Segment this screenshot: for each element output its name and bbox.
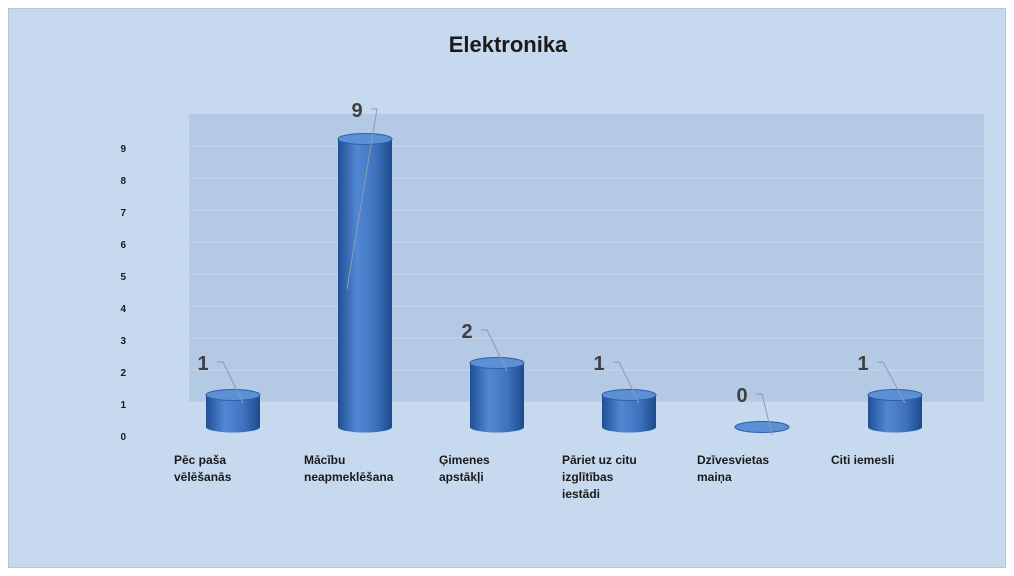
data-label: 1 (593, 353, 604, 375)
bar-top (469, 357, 525, 369)
bar-top (337, 133, 393, 145)
y-tick-label: 2 (120, 368, 126, 379)
bar-body (206, 395, 260, 433)
category-label-line: Mācību (304, 453, 345, 467)
chart-title: Elektronika (449, 32, 568, 57)
category-label-line: vēlēšanās (174, 470, 232, 484)
bar (469, 357, 525, 433)
y-tick-label: 3 (120, 336, 126, 347)
category-label: Dzīvesvietas maiņa (697, 453, 769, 484)
bar (337, 133, 393, 433)
data-labels: 1 9 2 1 0 1 (197, 100, 906, 436)
bar-top (205, 389, 261, 401)
bar-top (601, 389, 657, 401)
y-tick-label: 4 (120, 304, 126, 315)
bar (734, 421, 790, 433)
y-tick-label: 1 (120, 400, 126, 411)
category-label-line: Dzīvesvietas (697, 453, 769, 467)
y-tick-label: 5 (120, 272, 126, 283)
bar (205, 389, 261, 433)
bar-body (470, 363, 524, 433)
bar (601, 389, 657, 433)
category-label-line: apstākļi (439, 470, 484, 484)
category-label-line: izglītības (562, 470, 614, 484)
y-tick-label: 0 (120, 432, 126, 443)
y-tick-label: 9 (120, 144, 126, 155)
bar-body (338, 139, 392, 433)
category-label-line: Pēc paša (174, 453, 226, 467)
leader-line (346, 108, 378, 290)
data-label: 9 (351, 100, 362, 122)
category-label-line: maiņa (697, 470, 732, 484)
data-label: 1 (857, 353, 868, 375)
leader-line (217, 361, 244, 404)
category-label-line: Ģimenes (439, 453, 490, 467)
bar-body (602, 395, 656, 433)
y-tick-label: 6 (120, 240, 126, 251)
data-label: 0 (736, 385, 747, 407)
category-label-line: neapmeklēšana (304, 470, 394, 484)
category-label-line: Pāriet uz citu (562, 453, 637, 467)
bar-top (734, 421, 790, 433)
category-label: Ģimenes apstākļi (439, 453, 490, 484)
category-label: Citi iemesli (831, 453, 894, 467)
plot-area (189, 114, 984, 402)
category-label: Pāriet uz citu izglītības iestādi (562, 453, 637, 501)
bar-body (868, 395, 922, 433)
leader-line (481, 329, 508, 372)
data-label: 2 (461, 321, 472, 343)
chart-frame: Elektronika 0 1 2 3 4 5 6 7 8 9 1 9 2 1 0 1 Pēc paša vē… (8, 8, 1006, 568)
y-tick-label: 7 (120, 208, 126, 219)
bar-top (867, 389, 923, 401)
data-label: 1 (197, 353, 208, 375)
category-label: Pēc paša vēlēšanās (174, 453, 232, 484)
y-axis: 0 1 2 3 4 5 6 7 8 9 (120, 144, 126, 443)
gridlines (189, 145, 984, 403)
category-label: Mācību neapmeklēšana (304, 453, 394, 484)
bars (205, 133, 923, 433)
bar (867, 389, 923, 433)
leader-line (613, 361, 640, 404)
leader-line (877, 361, 906, 404)
bar-chart: Elektronika 0 1 2 3 4 5 6 7 8 9 1 9 2 1 0 1 Pēc paša vē… (120, 32, 984, 501)
category-label-line: Citi iemesli (831, 453, 894, 467)
y-tick-label: 8 (120, 176, 126, 187)
category-label-line: iestādi (562, 487, 600, 501)
x-axis: Pēc paša vēlēšanās Mācību neapmeklēšana Ģime… (174, 453, 894, 501)
leader-line (756, 393, 773, 436)
